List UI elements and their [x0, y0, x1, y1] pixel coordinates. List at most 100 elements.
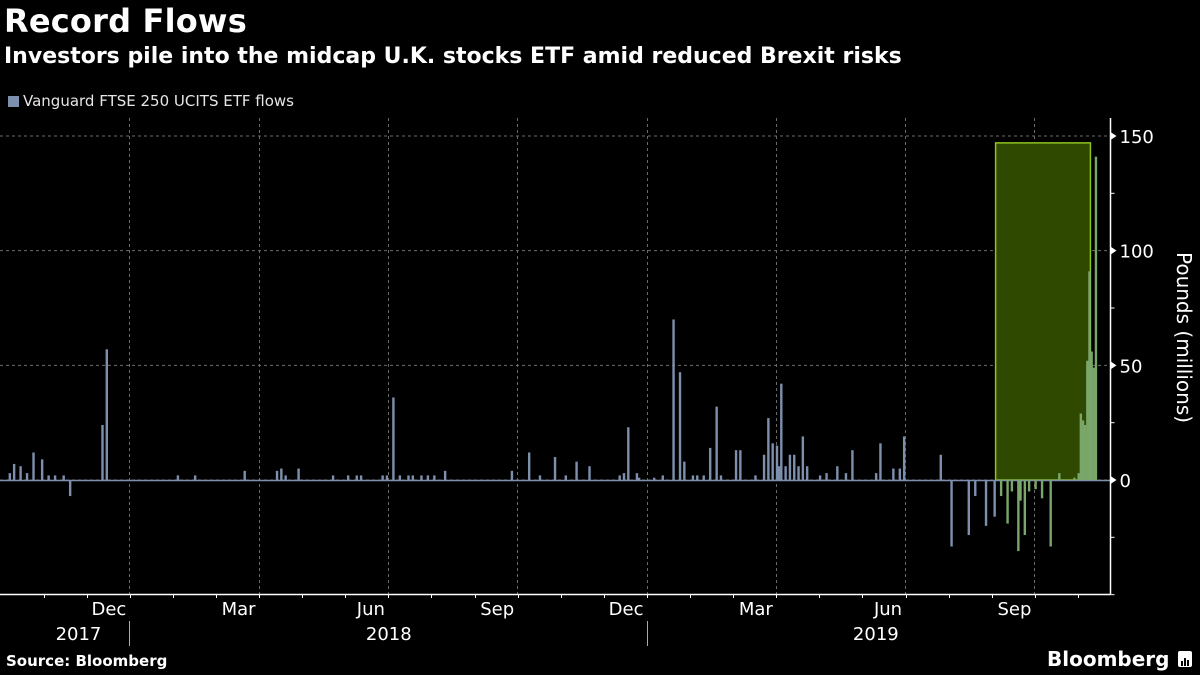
bar [825, 473, 828, 480]
bar [762, 454, 766, 480]
bar [331, 475, 335, 480]
bar [696, 475, 699, 480]
bar [8, 473, 12, 480]
bar [1079, 413, 1083, 480]
bar [836, 466, 839, 480]
year-label: 2017 [56, 624, 102, 645]
bar [993, 480, 996, 517]
year-label: 2019 [853, 624, 899, 645]
bar [359, 475, 363, 480]
x-tick-label: Dec [91, 599, 126, 620]
bar [1077, 473, 1080, 480]
bar [974, 480, 977, 497]
x-tick-label: Dec [609, 599, 644, 620]
y-tick-label: 0 [1120, 471, 1131, 492]
bar [284, 475, 287, 480]
bar [297, 468, 300, 480]
bar [346, 475, 350, 480]
bar [950, 480, 953, 547]
bar [40, 459, 44, 480]
bar [967, 480, 970, 536]
bar [851, 450, 854, 480]
bar [19, 466, 22, 480]
x-tick-label: Jun [356, 599, 385, 620]
bar [627, 427, 630, 480]
bar [101, 424, 104, 480]
bar [652, 477, 656, 480]
y-major-tick [1110, 476, 1117, 484]
bar [53, 475, 57, 480]
bar [702, 475, 705, 480]
bar [1090, 351, 1093, 480]
bar [564, 475, 568, 480]
y-tick-label: 150 [1120, 127, 1154, 148]
bar [637, 477, 641, 480]
brand: Bloomberg [1047, 647, 1193, 671]
bar [1086, 360, 1089, 480]
bar [622, 473, 626, 480]
bar [1006, 480, 1009, 524]
bar [193, 475, 197, 480]
bar [47, 475, 50, 480]
bar [780, 383, 783, 480]
bar [1027, 480, 1031, 492]
bloomberg-logo-icon [1178, 651, 1193, 667]
bar [105, 349, 108, 480]
bar [892, 468, 895, 480]
bar [32, 452, 35, 480]
bar [793, 454, 796, 480]
bar [1023, 480, 1027, 536]
bar [683, 461, 686, 480]
y-tick-label: 100 [1120, 242, 1154, 263]
bar [719, 475, 723, 480]
bar [510, 470, 514, 480]
bar [879, 443, 882, 480]
bar [280, 468, 283, 480]
bar [1088, 271, 1091, 480]
bar [844, 473, 848, 480]
bar [618, 475, 621, 480]
x-tick-label: Mar [739, 599, 774, 620]
bar [691, 475, 695, 480]
chart-subtitle: Investors pile into the midcap U.K. stoc… [4, 44, 902, 69]
bar [1019, 480, 1022, 501]
legend: Vanguard FTSE 250 UCITS ETF flows [8, 92, 294, 110]
bar [1049, 480, 1052, 547]
bar [797, 466, 800, 480]
bar [1094, 156, 1098, 480]
brand-name: Bloomberg [1047, 647, 1170, 671]
bar [381, 475, 384, 480]
bar [1092, 367, 1095, 480]
bar [635, 473, 639, 480]
bar [767, 418, 770, 480]
axes [0, 118, 1117, 646]
bar [801, 436, 805, 480]
bar [939, 454, 942, 480]
bar [898, 468, 902, 480]
bar [1058, 473, 1061, 480]
chart-title: Record Flows [4, 2, 247, 40]
y-major-tick [1110, 361, 1117, 370]
bar [784, 466, 787, 480]
x-tick-label: Sep [480, 599, 514, 620]
axis-labels: 0 50 100 150 Pounds (millions) Dec Mar Jun Sep De… [56, 127, 1196, 645]
bar [754, 475, 757, 480]
y-tick-label: 50 [1120, 356, 1143, 377]
bar [588, 466, 591, 480]
bar [775, 445, 779, 480]
bar [902, 436, 906, 480]
grid [0, 118, 1110, 594]
bar [538, 475, 542, 480]
bar [176, 475, 180, 480]
bar [788, 454, 792, 480]
highlight-box [994, 142, 1092, 481]
bar [420, 475, 423, 480]
highlight-region [994, 142, 1092, 481]
bar [443, 470, 447, 480]
bar [818, 475, 822, 480]
bar [275, 470, 279, 480]
bar [1073, 477, 1076, 480]
bar [1040, 480, 1044, 499]
bar [68, 480, 72, 497]
